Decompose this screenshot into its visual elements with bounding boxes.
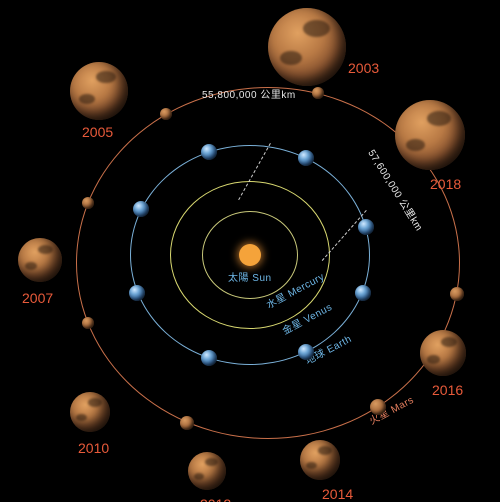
mars-opposition-diagram: 水星 Mercury金星 Venus地球 Earth火星 Mars太陽 Sun2…	[0, 0, 500, 502]
year-label-2018: 2018	[430, 176, 461, 192]
earth-position	[201, 144, 217, 160]
mars-orbit-marker	[180, 416, 194, 430]
earth-position	[133, 201, 149, 217]
sun	[239, 244, 261, 266]
mars-orbit-marker	[82, 197, 94, 209]
year-label-2012: 2012	[200, 496, 231, 502]
year-label-2007: 2007	[22, 290, 53, 306]
mars-disc-2016	[420, 330, 466, 376]
distance-label: 55,800,000 公里km	[202, 86, 296, 101]
mars-disc-2005	[70, 62, 128, 120]
year-label-2005: 2005	[82, 124, 113, 140]
mars-disc-2018	[395, 100, 465, 170]
earth-position	[358, 219, 374, 235]
mars-disc-2007	[18, 238, 62, 282]
year-label-2014: 2014	[322, 486, 353, 502]
mars-disc-2014	[300, 440, 340, 480]
mars-orbit-marker	[450, 287, 464, 301]
mars-orbit-marker	[82, 317, 94, 329]
mars-orbit-marker	[312, 87, 324, 99]
mars-disc-2003	[268, 8, 346, 86]
year-label-2003: 2003	[348, 60, 379, 76]
earth-position	[355, 285, 371, 301]
earth-position	[129, 285, 145, 301]
mars-disc-2012	[188, 452, 226, 490]
year-label-2010: 2010	[78, 440, 109, 456]
mars-orbit-marker	[160, 108, 172, 120]
sun-label: 太陽 Sun	[228, 269, 272, 284]
year-label-2016: 2016	[432, 382, 463, 398]
mars-disc-2010	[70, 392, 110, 432]
